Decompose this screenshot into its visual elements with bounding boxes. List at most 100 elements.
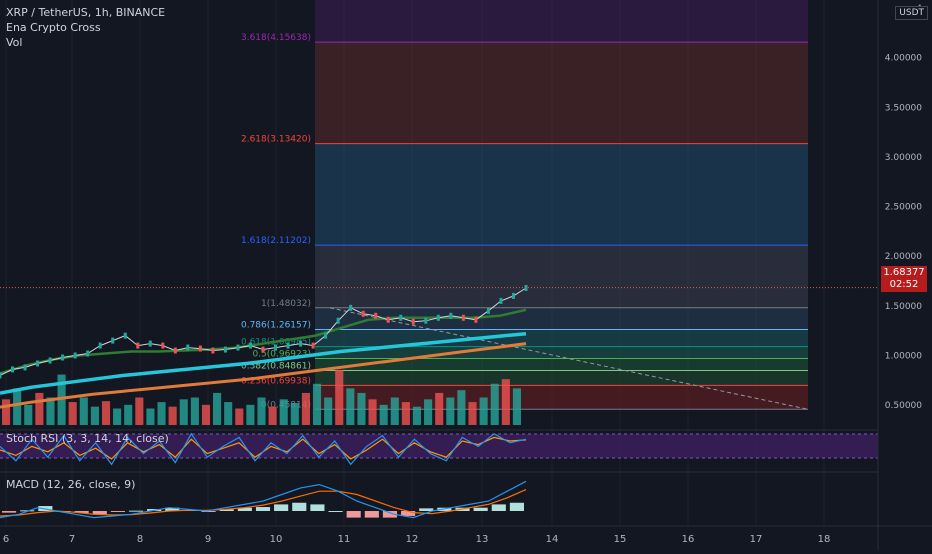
macd-histogram-bar bbox=[328, 511, 343, 512]
stoch-k-line bbox=[0, 432, 527, 466]
volume-bar bbox=[412, 406, 422, 425]
stoch-rsi-title[interactable]: Stoch RSI (3, 3, 14, 14, close) bbox=[6, 432, 169, 445]
volume-bar bbox=[2, 399, 11, 425]
volume-bar bbox=[379, 404, 388, 425]
macd-histogram-bar bbox=[110, 511, 125, 512]
time-tick-label: 18 bbox=[818, 534, 831, 545]
macd-histogram-bar bbox=[382, 511, 398, 518]
volume-bar bbox=[168, 406, 177, 425]
volume-bar bbox=[490, 383, 499, 425]
macd-histogram-bar bbox=[364, 511, 379, 518]
volume-bar bbox=[90, 406, 99, 425]
price-candle bbox=[111, 337, 115, 344]
time-tick-label: 15 bbox=[614, 534, 627, 545]
indicator-ena-crypto-cross-label[interactable]: Ena Crypto Cross bbox=[6, 21, 101, 34]
time-tick-label: 12 bbox=[406, 534, 419, 545]
price-candle bbox=[436, 314, 440, 321]
time-tick-label: 17 bbox=[750, 534, 763, 545]
price-candle bbox=[461, 314, 465, 321]
price-candle bbox=[98, 342, 102, 349]
volume-bar bbox=[290, 403, 299, 425]
price-candle bbox=[486, 307, 490, 314]
fibonacci-extension[interactable]: 0(0.45814)0.236(0.69938)0.382(0.84861)0.… bbox=[241, 0, 809, 410]
macd-histogram-bar bbox=[255, 507, 271, 511]
indicator-vol-label[interactable]: Vol bbox=[6, 36, 23, 49]
volume-bar bbox=[257, 397, 266, 425]
price-candle bbox=[236, 344, 240, 351]
time-axis[interactable]: 6 7 8 9 10 11 12 13 14 15 16 17 18 bbox=[0, 525, 932, 545]
volume-bar bbox=[368, 399, 377, 425]
macd-title[interactable]: MACD (12, 26, close, 9) bbox=[6, 478, 136, 491]
volume-bar bbox=[190, 397, 199, 425]
volume-bar bbox=[246, 404, 255, 425]
price-candle bbox=[449, 312, 453, 319]
volume-bar bbox=[13, 388, 22, 425]
time-tick-label: 7 bbox=[69, 534, 75, 545]
price-candle bbox=[61, 354, 65, 361]
price-candle bbox=[186, 344, 190, 351]
price-candle bbox=[48, 357, 52, 364]
fib-zone bbox=[315, 245, 808, 308]
macd-histogram-bar bbox=[310, 504, 325, 511]
fib-zone bbox=[315, 143, 808, 246]
price-candle bbox=[399, 314, 403, 321]
macd-histogram-bar bbox=[201, 511, 216, 512]
macd-pane[interactable]: 0 bbox=[0, 471, 894, 519]
volume-bar bbox=[401, 402, 410, 425]
fib-zone bbox=[315, 307, 808, 330]
volume-bar bbox=[468, 402, 477, 425]
price-tick-label: 2.50000 bbox=[885, 203, 922, 213]
macd-signal-line bbox=[0, 489, 527, 517]
volume-bar bbox=[201, 404, 211, 425]
current-price-tag: 1.68377 02:52 bbox=[881, 266, 927, 292]
price-candle bbox=[336, 317, 340, 324]
price-candle bbox=[36, 360, 40, 367]
volume-bar bbox=[79, 397, 88, 425]
volume-bar bbox=[213, 392, 222, 425]
volume-bar bbox=[457, 390, 466, 425]
volume-bar bbox=[101, 401, 111, 425]
price-candle bbox=[474, 316, 478, 323]
time-tick-label: 9 bbox=[205, 534, 211, 545]
price-candle bbox=[299, 340, 303, 347]
stoch-rsi-pane[interactable]: 1000 bbox=[0, 423, 905, 472]
time-tick-label: 10 bbox=[270, 534, 283, 545]
currency-badge[interactable]: USDT bbox=[895, 6, 928, 20]
fib-level-label: 1(1.48032) bbox=[261, 299, 311, 309]
macd-histogram-bar bbox=[292, 502, 307, 511]
price-candle bbox=[411, 318, 415, 325]
candle-countdown: 02:52 bbox=[889, 279, 919, 290]
volume-bar bbox=[268, 406, 277, 425]
volume-bar bbox=[346, 388, 355, 425]
price-candle bbox=[148, 340, 152, 347]
symbol-title[interactable]: XRP / TetherUS, 1h, BINANCE bbox=[6, 6, 166, 19]
price-candle bbox=[286, 342, 290, 349]
price-candle bbox=[324, 332, 328, 339]
macd-histogram-bar bbox=[92, 511, 107, 515]
price-tick-label: 3.50000 bbox=[885, 103, 922, 113]
volume-bar bbox=[279, 399, 288, 425]
volume-bar bbox=[301, 392, 310, 425]
volume-bar bbox=[446, 397, 455, 425]
fib-level-label: 0.5(0.96923) bbox=[252, 350, 311, 360]
time-tick-label: 11 bbox=[338, 534, 351, 545]
fib-level-label: 3.618(4.15638) bbox=[241, 33, 311, 43]
price-candle bbox=[311, 342, 315, 349]
price-candle bbox=[123, 332, 127, 339]
price-candle bbox=[386, 316, 390, 323]
macd-histogram-bar bbox=[74, 511, 89, 513]
time-tick-label: 13 bbox=[476, 534, 489, 545]
price-candle bbox=[198, 345, 202, 352]
current-price-value: 1.68377 bbox=[883, 267, 925, 278]
time-tick-label: 14 bbox=[546, 534, 559, 545]
price-candle bbox=[349, 304, 353, 311]
fib-level-label: 0.236(0.69938) bbox=[241, 376, 311, 386]
price-tick-label: 1.50000 bbox=[885, 302, 922, 312]
volume-bar bbox=[435, 392, 444, 425]
fib-zone bbox=[315, 370, 808, 386]
price-candle bbox=[173, 347, 177, 354]
price-candle bbox=[374, 312, 378, 319]
volume-bar bbox=[157, 402, 166, 425]
